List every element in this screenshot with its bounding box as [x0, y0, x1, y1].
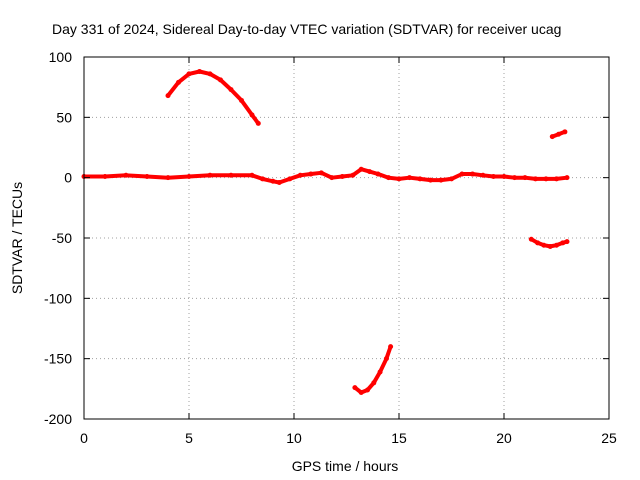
data-point — [358, 166, 364, 172]
data-point — [249, 172, 255, 178]
x-tick-label: 5 — [185, 430, 193, 446]
data-point — [197, 68, 202, 74]
x-axis-label: GPS time / hours — [292, 458, 399, 474]
series-layer — [81, 68, 570, 395]
grid — [84, 57, 609, 419]
data-point — [554, 242, 559, 248]
data-point — [365, 387, 370, 393]
x-tick-label: 15 — [391, 430, 407, 446]
data-point — [186, 173, 192, 179]
data-point — [491, 173, 496, 179]
data-point — [176, 79, 181, 85]
data-point — [287, 176, 293, 182]
data-point — [470, 171, 475, 177]
data-point — [218, 77, 223, 83]
data-point — [352, 385, 358, 391]
data-point — [375, 171, 381, 177]
chart-title: Day 331 of 2024, Sidereal Day-to-day VTE… — [52, 21, 561, 37]
series-arc-2 — [352, 344, 393, 395]
data-point — [533, 176, 538, 182]
data-point — [383, 356, 389, 362]
series-baseline — [82, 167, 569, 185]
data-point — [562, 129, 568, 135]
data-point — [564, 175, 570, 181]
y-tick-label: -200 — [44, 411, 72, 427]
data-point — [438, 177, 444, 183]
data-point — [144, 173, 150, 179]
data-point — [541, 242, 547, 248]
data-point — [388, 344, 394, 350]
data-point — [228, 172, 234, 178]
data-point — [528, 236, 534, 242]
data-point — [358, 389, 364, 395]
x-tick-label: 10 — [286, 430, 302, 446]
series-arc-1 — [166, 69, 261, 126]
data-point — [543, 176, 549, 182]
data-point — [417, 176, 423, 182]
data-point — [564, 239, 570, 245]
data-point — [297, 172, 303, 178]
data-point — [371, 380, 377, 386]
y-axis-label: SDTVAR / TECUs — [9, 182, 25, 294]
data-point — [102, 173, 108, 179]
data-point — [480, 172, 486, 178]
data-point — [165, 175, 171, 181]
data-point — [428, 177, 433, 183]
data-point — [560, 240, 566, 246]
data-point — [547, 243, 553, 249]
y-tick-label: 100 — [49, 49, 73, 65]
data-point — [339, 173, 345, 179]
data-point — [386, 175, 391, 181]
data-point — [165, 93, 171, 99]
data-point — [207, 172, 213, 178]
data-point — [186, 71, 192, 77]
data-point — [350, 172, 356, 178]
data-point — [449, 176, 454, 182]
x-tick-label: 20 — [496, 430, 512, 446]
data-point — [522, 175, 528, 181]
data-point — [407, 175, 412, 181]
y-tick-label: 50 — [56, 109, 72, 125]
data-point — [554, 176, 559, 182]
x-tick-label: 0 — [80, 430, 88, 446]
y-tick-label: -50 — [52, 230, 72, 246]
data-point — [535, 240, 541, 246]
ticks — [83, 56, 610, 420]
data-point — [260, 176, 265, 182]
data-point — [318, 170, 324, 176]
data-point — [249, 112, 255, 118]
data-point — [396, 176, 402, 182]
data-point — [207, 71, 213, 77]
data-point — [239, 97, 244, 103]
y-tick-label: -150 — [44, 351, 72, 367]
y-tick-label: -100 — [44, 290, 72, 306]
data-point — [123, 172, 129, 178]
data-point — [459, 171, 465, 177]
data-point — [377, 369, 383, 375]
tick-labels: 0 5 10 15 20 25 -200 -150 -100 -50 0 50 100 — [44, 49, 617, 446]
data-point — [549, 134, 555, 140]
data-point — [270, 178, 276, 184]
data-point — [501, 173, 507, 179]
data-point — [367, 169, 373, 175]
data-point — [255, 120, 261, 126]
data-point — [308, 171, 314, 177]
x-tick-label: 25 — [601, 430, 617, 446]
data-point — [228, 87, 234, 93]
data-point — [556, 131, 562, 137]
data-point — [512, 175, 517, 181]
data-point — [276, 179, 282, 185]
data-point — [329, 175, 335, 181]
y-tick-label: 0 — [64, 170, 72, 186]
